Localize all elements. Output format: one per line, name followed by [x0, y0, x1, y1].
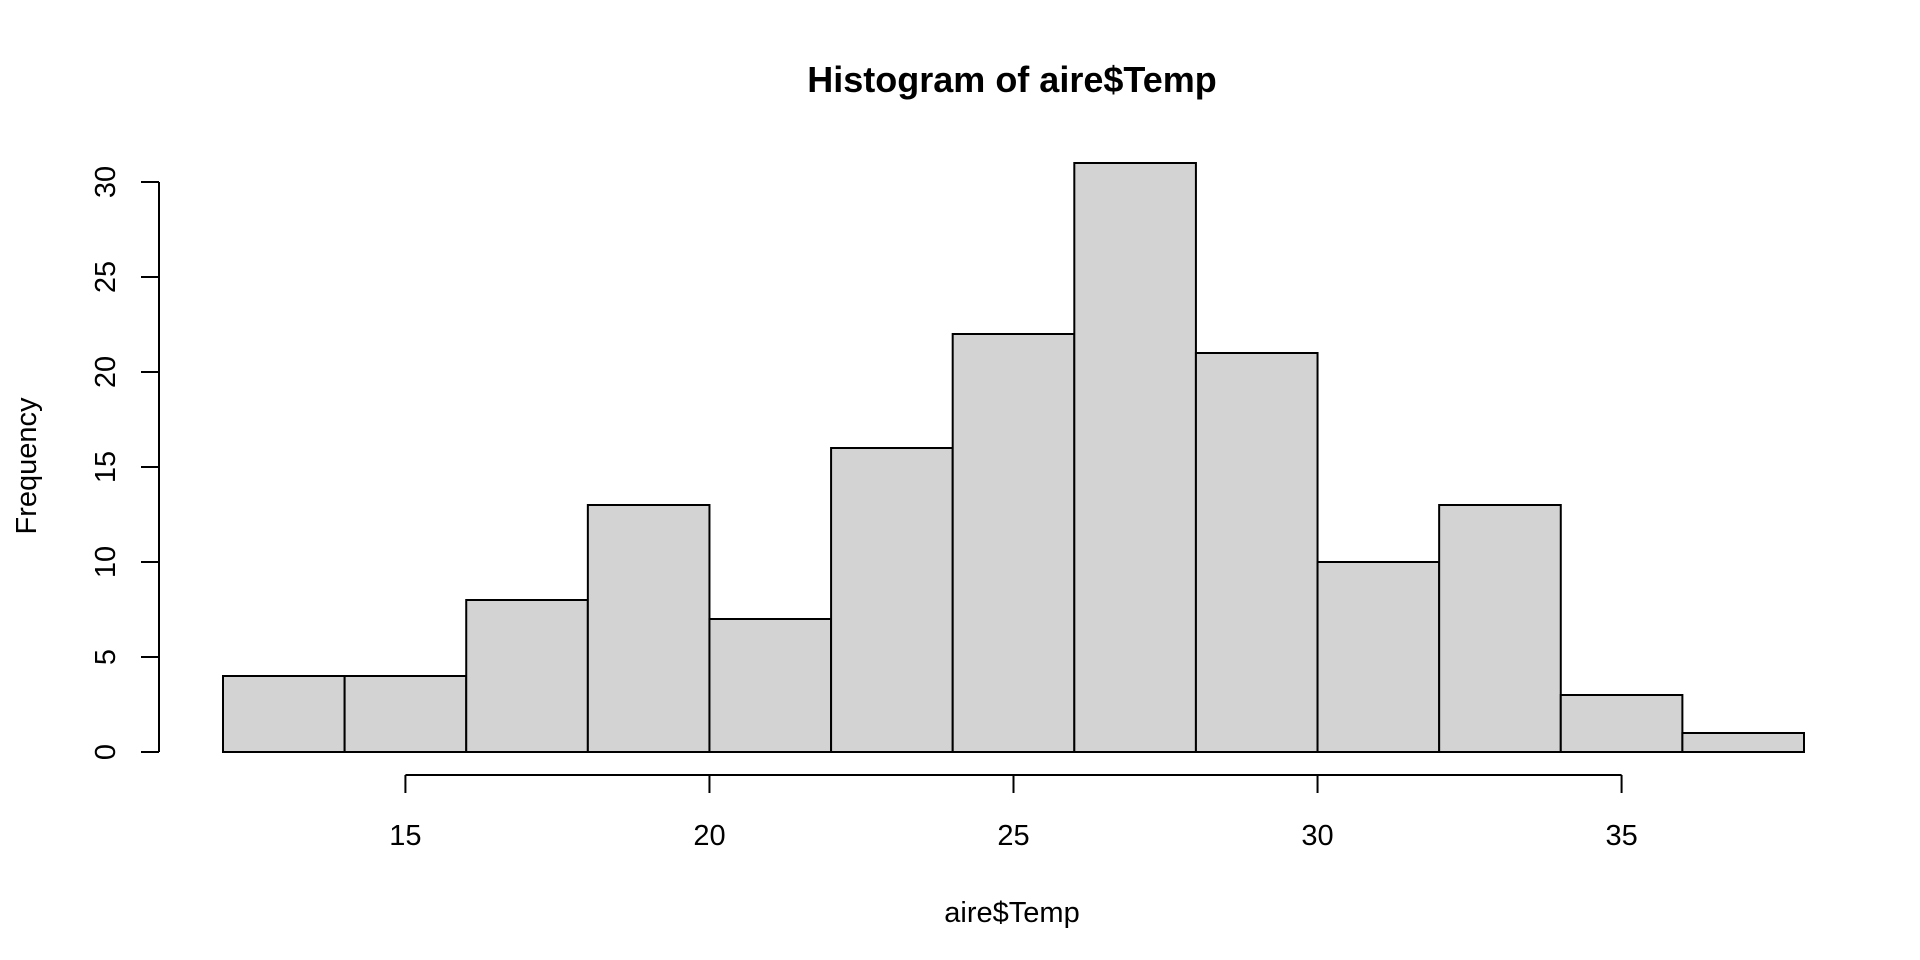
y-axis-label: Frequency — [11, 397, 43, 535]
y-tick-label-0: 0 — [90, 744, 122, 760]
y-tick-label-2: 10 — [90, 546, 122, 578]
histogram-bar-3 — [586, 504, 711, 753]
histogram-bar-5 — [830, 447, 954, 753]
x-tick-label-0: 15 — [389, 820, 421, 852]
x-tick-label-3: 30 — [1301, 820, 1333, 852]
y-tick-label-4: 20 — [90, 356, 122, 388]
histogram-bar-12 — [1681, 732, 1806, 753]
histogram-bar-11 — [1559, 694, 1684, 753]
y-tick-label-5: 25 — [90, 261, 122, 293]
histogram-bar-7 — [1073, 162, 1197, 753]
histogram-bar-8 — [1194, 352, 1319, 753]
bars-group — [222, 162, 1806, 753]
y-tick-label-3: 15 — [90, 451, 122, 483]
x-axis: 15 20 25 30 35 — [389, 774, 1638, 852]
x-tick-label-2: 25 — [997, 820, 1029, 852]
y-tick-label-1: 5 — [90, 649, 122, 665]
x-tick-label-1: 20 — [693, 820, 725, 852]
histogram-bar-4 — [708, 618, 833, 753]
histogram-bar-10 — [1438, 504, 1562, 753]
chart-title: Histogram of aire$Temp — [807, 59, 1216, 100]
histogram-bar-9 — [1316, 561, 1441, 753]
x-axis-label: aire$Temp — [944, 897, 1079, 929]
x-tick-label-4: 35 — [1605, 820, 1637, 852]
y-axis: 0 5 10 15 20 25 30 — [90, 166, 160, 760]
histogram-bar-6 — [951, 333, 1076, 753]
y-tick-label-6: 30 — [90, 166, 122, 198]
histogram-bar-0 — [222, 675, 346, 753]
histogram-bar-1 — [343, 675, 468, 753]
histogram-bar-2 — [465, 599, 589, 753]
